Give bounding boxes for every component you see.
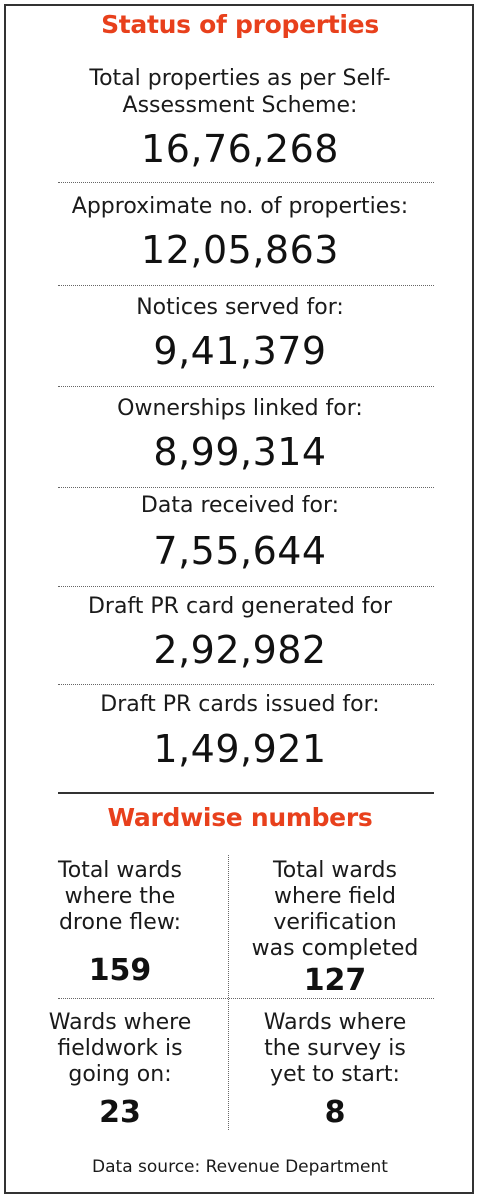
divider bbox=[58, 285, 434, 286]
section-rule bbox=[58, 792, 434, 794]
ward-label-fieldwork-going-on: Wards where fieldwork is going on: bbox=[48, 1010, 192, 1087]
infographic-title: Status of properties bbox=[101, 10, 379, 39]
stat-label-ownerships-linked: Ownerships linked for: bbox=[117, 396, 363, 421]
ward-value-drone-flew: 159 bbox=[88, 953, 152, 988]
column-divider bbox=[228, 855, 229, 1130]
wardwise-title: Wardwise numbers bbox=[107, 803, 373, 832]
ward-label-drone-flew: Total wards where the drone flew: bbox=[58, 858, 182, 935]
stat-label-draft-pr-issued: Draft PR cards issued for: bbox=[100, 692, 380, 717]
infographic-frame bbox=[4, 4, 474, 1194]
divider bbox=[58, 487, 434, 488]
divider bbox=[58, 182, 434, 183]
stat-value-notices-served: 9,41,379 bbox=[153, 329, 327, 373]
stat-value-data-received: 7,55,644 bbox=[153, 529, 327, 573]
divider bbox=[58, 998, 434, 999]
stat-value-ownerships-linked: 8,99,314 bbox=[153, 430, 327, 474]
divider bbox=[58, 684, 434, 685]
ward-label-survey-yet-to-start: Wards where the survey is yet to start: bbox=[263, 1010, 407, 1087]
stat-value-total-properties: 16,76,268 bbox=[141, 127, 339, 171]
stat-label-approximate-properties: Approximate no. of properties: bbox=[71, 194, 409, 219]
stat-value-approximate-properties: 12,05,863 bbox=[141, 228, 339, 272]
stat-value-draft-pr-generated: 2,92,982 bbox=[153, 628, 327, 672]
stat-label-notices-served: Notices served for: bbox=[136, 295, 344, 320]
data-source-note: Data source: Revenue Department bbox=[92, 1157, 388, 1177]
stat-value-draft-pr-issued: 1,49,921 bbox=[153, 727, 327, 771]
ward-value-survey-yet-to-start: 8 bbox=[324, 1095, 346, 1130]
divider bbox=[58, 586, 434, 587]
ward-value-fieldwork-going-on: 23 bbox=[99, 1095, 141, 1130]
stat-label-draft-pr-generated: Draft PR card generated for bbox=[87, 594, 393, 619]
ward-label-field-verification: Total wards where field verification was… bbox=[251, 858, 419, 961]
stat-label-data-received: Data received for: bbox=[140, 493, 340, 518]
stat-label-total-properties: Total properties as per Self- Assessment… bbox=[89, 66, 391, 118]
divider bbox=[58, 386, 434, 387]
ward-value-field-verification: 127 bbox=[303, 963, 367, 998]
